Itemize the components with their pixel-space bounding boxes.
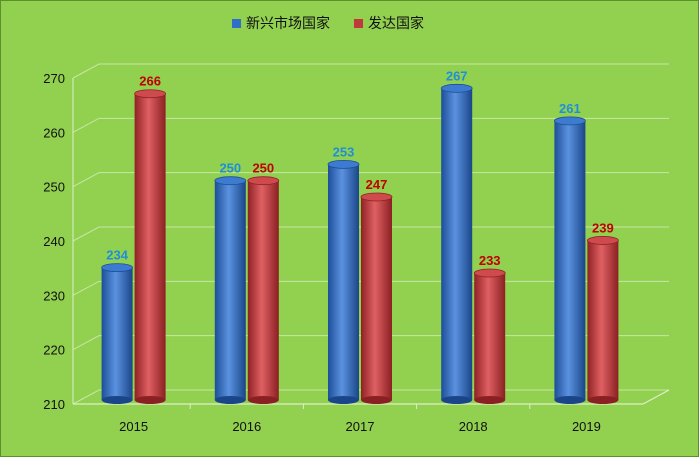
y-tick-label: 240	[43, 234, 65, 249]
bar-cap	[473, 268, 506, 278]
legend-label: 新兴市场国家	[246, 15, 330, 32]
bar	[101, 263, 133, 404]
data-label: 234	[106, 248, 128, 263]
bar	[587, 236, 619, 404]
bar-cap	[247, 176, 280, 186]
data-label: 233	[479, 253, 501, 268]
y-tick-label: 230	[43, 288, 65, 303]
legend-swatch	[232, 19, 241, 28]
bar-base	[587, 396, 619, 404]
bar	[440, 83, 473, 404]
data-label: 253	[333, 144, 355, 159]
legend-swatch	[354, 19, 363, 28]
bar-cap	[101, 263, 133, 273]
gridlines	[72, 63, 669, 405]
bar-cap	[554, 116, 586, 126]
bar-cap	[587, 236, 619, 245]
bar-base	[247, 396, 279, 404]
bar-base	[134, 396, 166, 404]
data-label: 267	[446, 68, 468, 83]
bar	[214, 176, 247, 404]
gridline	[72, 226, 669, 242]
data-label: 261	[559, 101, 581, 116]
bar-base	[361, 396, 392, 404]
bar-body	[214, 180, 246, 400]
x-tick-label: 2019	[572, 419, 601, 434]
data-label: 239	[592, 220, 614, 235]
y-tick-label: 250	[43, 180, 65, 195]
bar-cap	[134, 89, 167, 99]
bar	[473, 268, 506, 404]
legend-label: 发达国家	[368, 15, 424, 32]
bar	[360, 192, 393, 404]
bar-body	[101, 267, 133, 400]
bar-base	[554, 396, 586, 404]
x-tick-label: 2017	[346, 419, 375, 434]
x-tick-label: 2015	[119, 419, 148, 434]
bar	[247, 176, 280, 404]
y-tick-label: 270	[43, 71, 65, 86]
bar-body	[441, 88, 473, 401]
bar	[327, 159, 360, 404]
bar-body	[361, 196, 392, 400]
gridline	[72, 63, 669, 79]
x-axis-line	[73, 389, 670, 405]
y-tick-label: 260	[43, 125, 65, 140]
data-label: 266	[139, 74, 161, 89]
bar-body	[554, 120, 586, 401]
gridline	[72, 117, 669, 133]
bar-base	[441, 396, 473, 404]
bar-cap	[360, 192, 393, 202]
y-tick-label: 220	[43, 343, 65, 358]
bar-base	[101, 396, 133, 404]
data-label: 247	[366, 177, 388, 192]
bar-body	[247, 180, 279, 400]
bar-body	[134, 93, 166, 400]
bar-cap	[440, 83, 473, 93]
data-labels: 234 250 253 267 261 266 250 247 233 239	[106, 68, 614, 268]
bar-base	[474, 396, 506, 404]
bar-cap	[327, 159, 360, 169]
y-axis: 210 220 230 240 250 260 270	[43, 71, 74, 412]
bar-base	[328, 396, 359, 404]
data-label: 250	[219, 161, 241, 176]
bar	[134, 89, 167, 404]
bar	[554, 116, 586, 404]
x-axis: 2015 2016 2017 2018 2019	[73, 389, 670, 434]
data-label: 250	[252, 161, 274, 176]
x-tick-label: 2016	[232, 419, 261, 434]
gridline	[72, 172, 669, 188]
legend: 新兴市场国家 发达国家	[232, 15, 424, 32]
bar-base	[214, 396, 246, 404]
bar-body	[587, 240, 619, 400]
bar-body	[328, 164, 359, 400]
bar-cap	[214, 176, 247, 186]
bars	[101, 83, 619, 404]
y-tick-label: 210	[43, 397, 65, 412]
bar-body	[474, 273, 506, 400]
x-tick-label: 2018	[459, 419, 488, 434]
